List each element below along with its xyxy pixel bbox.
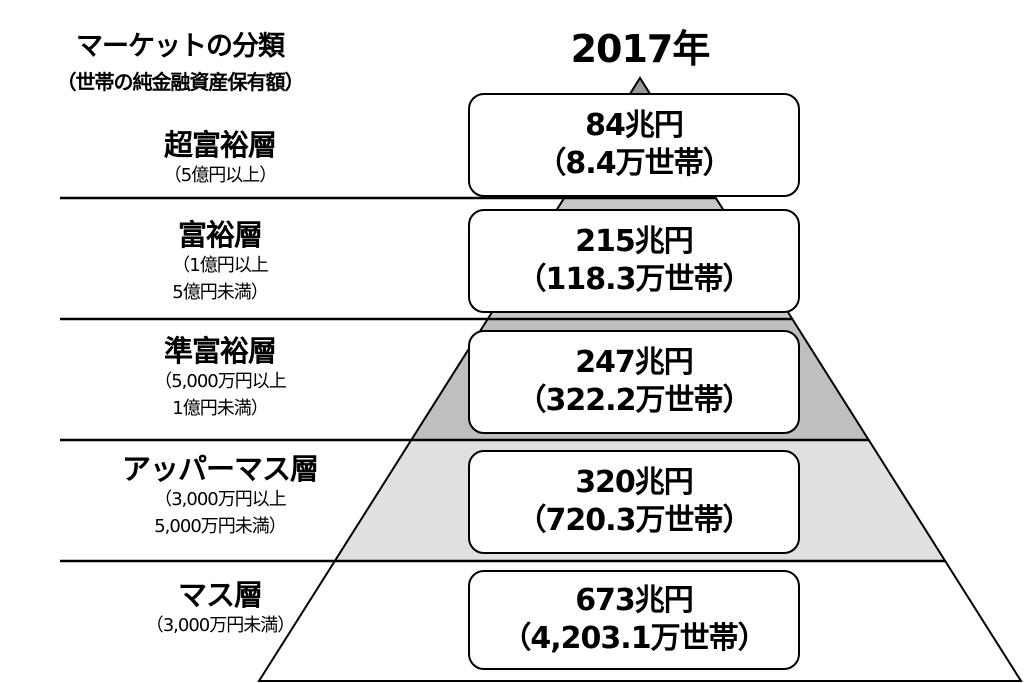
layer-households: （4,203.1万世帯） <box>501 621 767 656</box>
layer-value-box: 247兆円 （322.2万世帯） <box>468 330 800 434</box>
layer-assets: 215兆円 <box>575 224 694 259</box>
layer-label: 超富裕層 （5億円以上） <box>60 128 380 189</box>
layer-label: 準富裕層 （5,000万円以上 1億円未満） <box>60 334 380 422</box>
layer-range: 5億円未満） <box>172 282 268 303</box>
layer-range: （5億円以上） <box>163 165 277 186</box>
layer-range: （1億円以上 <box>172 255 268 276</box>
layer-range: 5,000万円未満） <box>154 516 287 537</box>
classification-subtitle: （世帯の純金融資産保有額） <box>56 70 305 94</box>
classification-title: マーケットの分類 <box>76 31 285 62</box>
layer-range: （3,000万円以上 <box>154 489 287 510</box>
layer-assets: 84兆円 <box>585 108 684 143</box>
layer-assets: 320兆円 <box>575 465 694 500</box>
layer-households: （720.3万世帯） <box>516 503 753 538</box>
layer-households: （118.3万世帯） <box>516 262 753 297</box>
layer-name: マス層 <box>177 578 263 612</box>
layer-households: （8.4万世帯） <box>536 146 732 181</box>
layer-assets: 247兆円 <box>575 345 694 380</box>
layer-range: （5,000万円以上 <box>154 371 287 392</box>
layer-assets: 673兆円 <box>575 583 694 618</box>
layer-name: 準富裕層 <box>163 334 277 368</box>
layer-range: （3,000万円未満） <box>145 615 296 636</box>
layer-value-box: 320兆円 （720.3万世帯） <box>468 450 800 554</box>
layer-label: アッパーマス層 （3,000万円以上 5,000万円未満） <box>60 452 380 540</box>
layer-households: （322.2万世帯） <box>516 383 753 418</box>
layer-value-box: 673兆円 （4,203.1万世帯） <box>468 570 800 670</box>
layer-value-box: 215兆円 （118.3万世帯） <box>468 209 800 313</box>
layer-range: 1億円未満） <box>172 398 268 419</box>
layer-name: 富裕層 <box>177 218 263 252</box>
layer-label: 富裕層 （1億円以上 5億円未満） <box>60 218 380 306</box>
layer-name: 超富裕層 <box>163 128 277 162</box>
layer-name: アッパーマス層 <box>121 452 319 486</box>
year-label: 2017年 <box>570 27 711 71</box>
layer-label: マス層 （3,000万円未満） <box>60 578 380 639</box>
layer-value-box: 84兆円 （8.4万世帯） <box>468 93 800 197</box>
